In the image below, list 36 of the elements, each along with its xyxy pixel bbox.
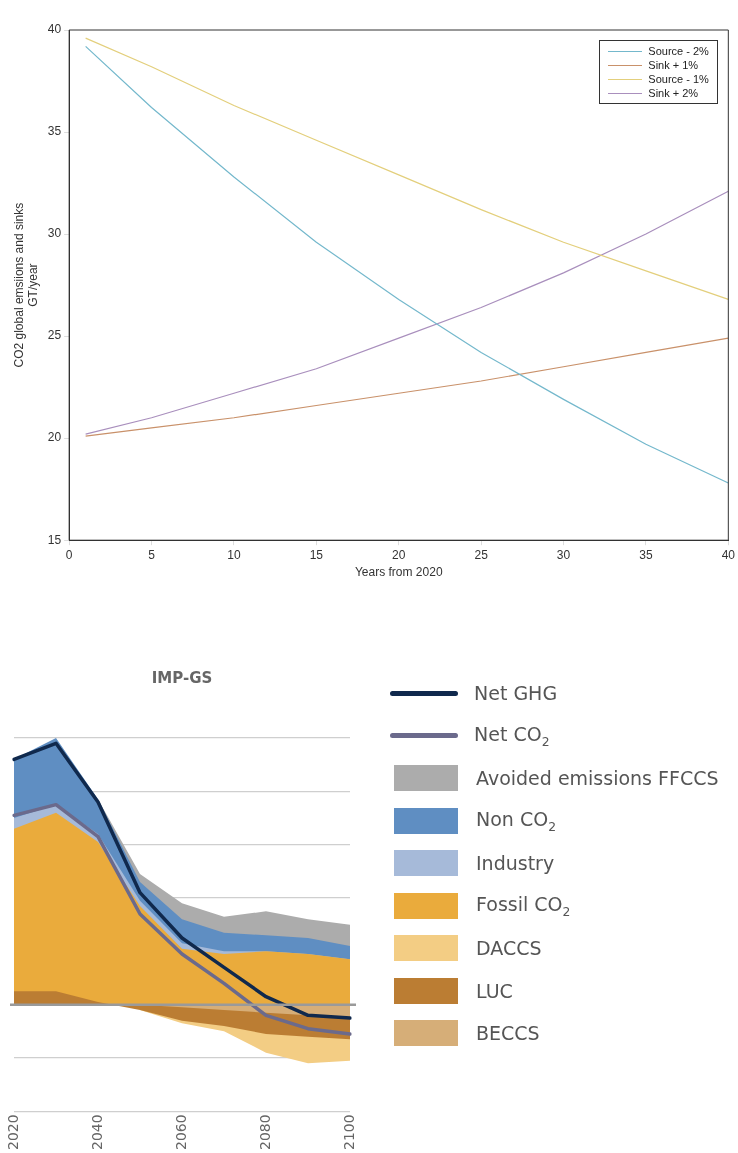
x-tick-label: 30 — [556, 547, 571, 562]
y-axis-title: CO2 global emsiions and sinks GT/year — [11, 202, 40, 368]
legend-label: Net CO$_{2}$ — [474, 722, 550, 749]
legend-label: BECCS — [476, 1022, 540, 1045]
x-tick-label: 40 — [721, 547, 736, 562]
y-tick-label: 25 — [47, 328, 62, 343]
legend-label: Sink + 2% — [648, 87, 699, 99]
x-tick-label: 15 — [309, 547, 324, 562]
x-tick-label: 2060 — [172, 1114, 189, 1151]
legend-label: Fossil CO$_{2}$ — [476, 892, 571, 919]
legend-label: DACCS — [476, 937, 542, 960]
x-tick-label: 2040 — [88, 1114, 105, 1151]
x-tick-label: 35 — [639, 547, 653, 562]
y-tick-label: 20 — [47, 430, 62, 445]
x-tick-label: 5 — [148, 547, 156, 562]
y-tick-label: 15 — [47, 532, 62, 547]
legend-label: Avoided emissions FFCCS — [476, 767, 719, 790]
y-tick-label: 40 — [47, 22, 62, 37]
x-tick-label: 25 — [474, 547, 489, 562]
x-tick-label: 10 — [227, 547, 241, 562]
y-tick-label: 35 — [47, 124, 62, 139]
legend-label: Source - 2% — [648, 45, 709, 57]
x-tick-label: 20 — [392, 547, 406, 562]
legend-label: Sink + 1% — [648, 59, 699, 71]
legend-label: Industry — [476, 852, 555, 875]
x-tick-label: 2100 — [340, 1114, 357, 1151]
legend-label: LUC — [476, 979, 513, 1002]
x-tick-label: 0 — [65, 547, 73, 562]
x-tick-label: 2080 — [256, 1114, 273, 1151]
x-tick-label: 2020 — [4, 1114, 21, 1151]
chart-title: IMP-GS — [151, 668, 213, 687]
x-axis-title: Years from 2020 — [354, 565, 443, 580]
y-tick-label: 30 — [47, 226, 62, 241]
legend-label: Net GHG — [474, 682, 558, 705]
legend-label: Source - 1% — [648, 73, 709, 85]
legend-label: Non CO$_{2}$ — [476, 807, 556, 834]
